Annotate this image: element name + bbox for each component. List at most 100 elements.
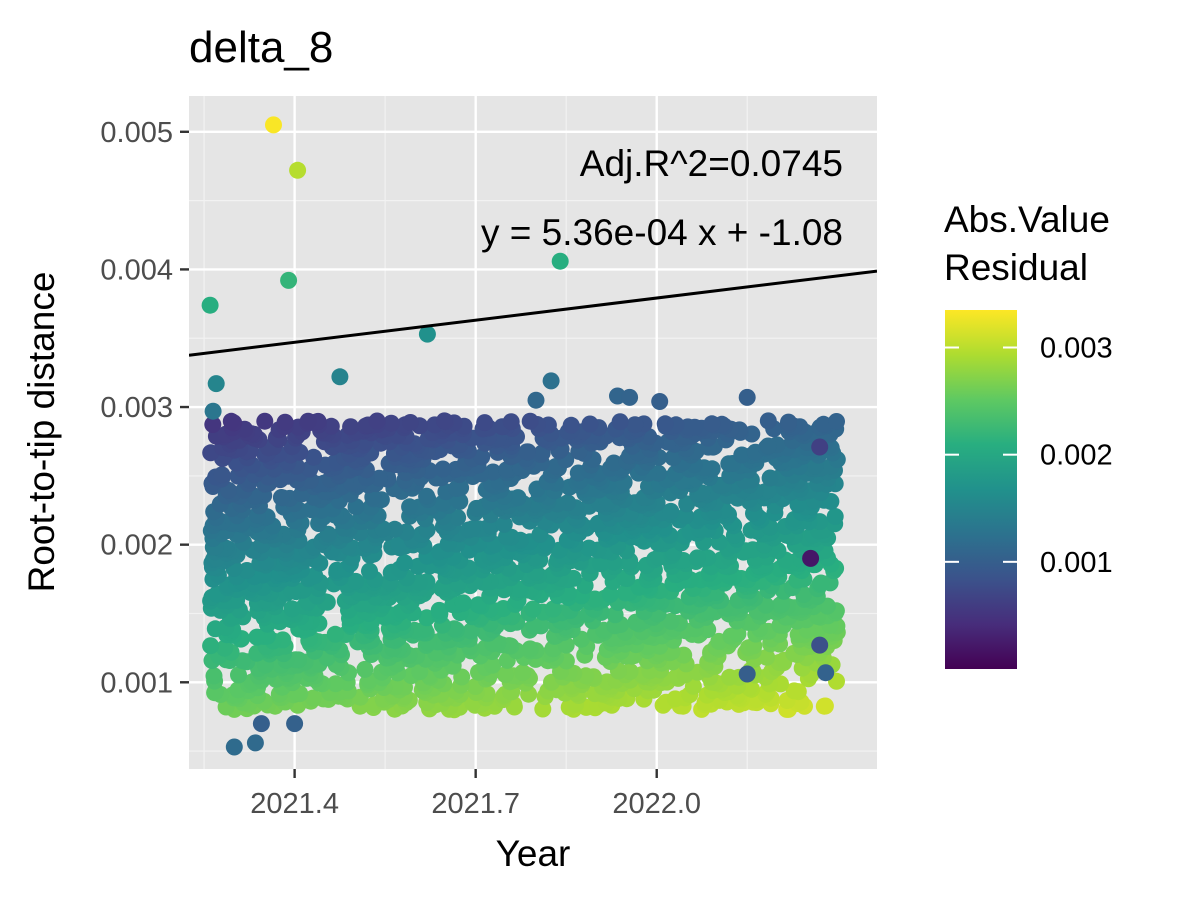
data-point bbox=[452, 479, 470, 497]
data-point bbox=[586, 590, 604, 608]
y-tick-label: 0.002 bbox=[100, 530, 173, 562]
y-tick-label: 0.001 bbox=[100, 667, 173, 699]
data-point bbox=[531, 526, 549, 543]
data-point bbox=[544, 600, 562, 618]
data-point bbox=[564, 569, 582, 587]
data-point bbox=[283, 582, 301, 600]
data-point bbox=[605, 454, 623, 472]
outlier-point bbox=[542, 372, 560, 390]
data-point bbox=[812, 574, 830, 592]
y-tick-label: 0.003 bbox=[100, 392, 173, 424]
y-tick-label: 0.005 bbox=[100, 117, 173, 149]
legend-title-line-2: Residual bbox=[944, 247, 1088, 288]
outlier-point bbox=[651, 393, 669, 410]
data-point bbox=[434, 460, 452, 478]
data-point bbox=[401, 414, 419, 431]
data-point bbox=[828, 413, 845, 430]
data-point bbox=[256, 412, 274, 430]
data-point bbox=[322, 417, 340, 435]
data-point bbox=[396, 554, 414, 572]
data-point bbox=[502, 413, 520, 431]
data-point bbox=[495, 515, 513, 533]
legend-ticks: 0.001 0.002 0.003 bbox=[945, 333, 1113, 579]
data-point bbox=[662, 502, 680, 520]
data-point bbox=[758, 648, 776, 666]
data-point bbox=[524, 600, 542, 618]
data-point bbox=[356, 660, 374, 678]
data-point bbox=[826, 508, 844, 525]
data-point bbox=[662, 612, 680, 630]
data-point bbox=[626, 416, 644, 434]
data-point bbox=[498, 528, 515, 546]
data-point bbox=[238, 562, 256, 579]
data-point bbox=[509, 489, 527, 507]
outlier-point bbox=[252, 715, 270, 733]
data-point bbox=[601, 585, 619, 603]
data-point bbox=[521, 412, 539, 430]
color-legend: Abs.Value Residual 0.001 0.002 0.003 bbox=[944, 199, 1113, 669]
data-point bbox=[544, 640, 562, 658]
data-point bbox=[222, 412, 240, 430]
data-point bbox=[230, 666, 247, 684]
outlier-point bbox=[817, 664, 835, 682]
data-point bbox=[616, 584, 634, 602]
data-point bbox=[484, 656, 502, 674]
data-point bbox=[759, 412, 777, 430]
data-point bbox=[430, 601, 448, 619]
data-point bbox=[213, 466, 231, 484]
y-axis: 0.001 0.002 0.003 0.004 0.005 bbox=[100, 117, 189, 699]
data-point bbox=[611, 413, 629, 431]
data-point bbox=[368, 412, 386, 430]
data-point bbox=[498, 461, 516, 479]
x-tick-label: 2021.4 bbox=[250, 788, 339, 820]
data-point bbox=[202, 637, 220, 655]
data-point bbox=[305, 448, 323, 466]
data-point bbox=[464, 520, 482, 538]
outlier-point bbox=[738, 388, 756, 406]
adj-r2-annotation: Adj.R^2=0.0745 bbox=[580, 143, 843, 184]
legend-tick-label: 0.002 bbox=[1040, 440, 1113, 472]
outlier-point bbox=[621, 388, 639, 406]
data-point bbox=[418, 609, 436, 627]
outlier-point bbox=[802, 549, 820, 567]
data-point bbox=[525, 617, 543, 635]
outlier-point bbox=[811, 636, 829, 654]
data-point bbox=[780, 413, 797, 431]
outlier-point bbox=[280, 271, 298, 289]
outlier-point bbox=[265, 116, 282, 134]
legend-title-line-1: Abs.Value bbox=[944, 199, 1110, 240]
data-point bbox=[382, 414, 400, 432]
data-point bbox=[816, 697, 834, 715]
outlier-point bbox=[811, 438, 829, 456]
outlier-point bbox=[527, 391, 545, 409]
data-point bbox=[435, 412, 453, 430]
x-tick-label: 2021.7 bbox=[431, 788, 520, 820]
data-point bbox=[484, 463, 502, 481]
chart-title: delta_8 bbox=[189, 23, 333, 72]
x-tick-label: 2022.0 bbox=[612, 788, 701, 820]
outlier-point bbox=[246, 734, 264, 752]
data-point bbox=[326, 625, 344, 643]
data-point bbox=[361, 562, 378, 580]
data-point bbox=[759, 437, 777, 455]
data-point bbox=[650, 549, 668, 566]
data-point bbox=[374, 520, 392, 538]
data-point bbox=[476, 414, 494, 432]
data-point bbox=[469, 596, 487, 614]
legend-tick-label: 0.001 bbox=[1040, 547, 1113, 579]
data-point bbox=[720, 455, 738, 473]
outlier-point bbox=[286, 715, 304, 733]
data-point bbox=[514, 664, 532, 682]
regression-line bbox=[189, 269, 877, 357]
data-point bbox=[703, 415, 721, 433]
outlier-point bbox=[201, 296, 219, 314]
data-point bbox=[304, 689, 322, 707]
data-point bbox=[688, 549, 706, 567]
data-point bbox=[342, 418, 360, 436]
data-point bbox=[401, 498, 419, 516]
data-point bbox=[580, 539, 598, 557]
outlier-point bbox=[418, 325, 436, 343]
data-point bbox=[454, 594, 472, 612]
y-tick-label: 0.004 bbox=[100, 254, 173, 286]
